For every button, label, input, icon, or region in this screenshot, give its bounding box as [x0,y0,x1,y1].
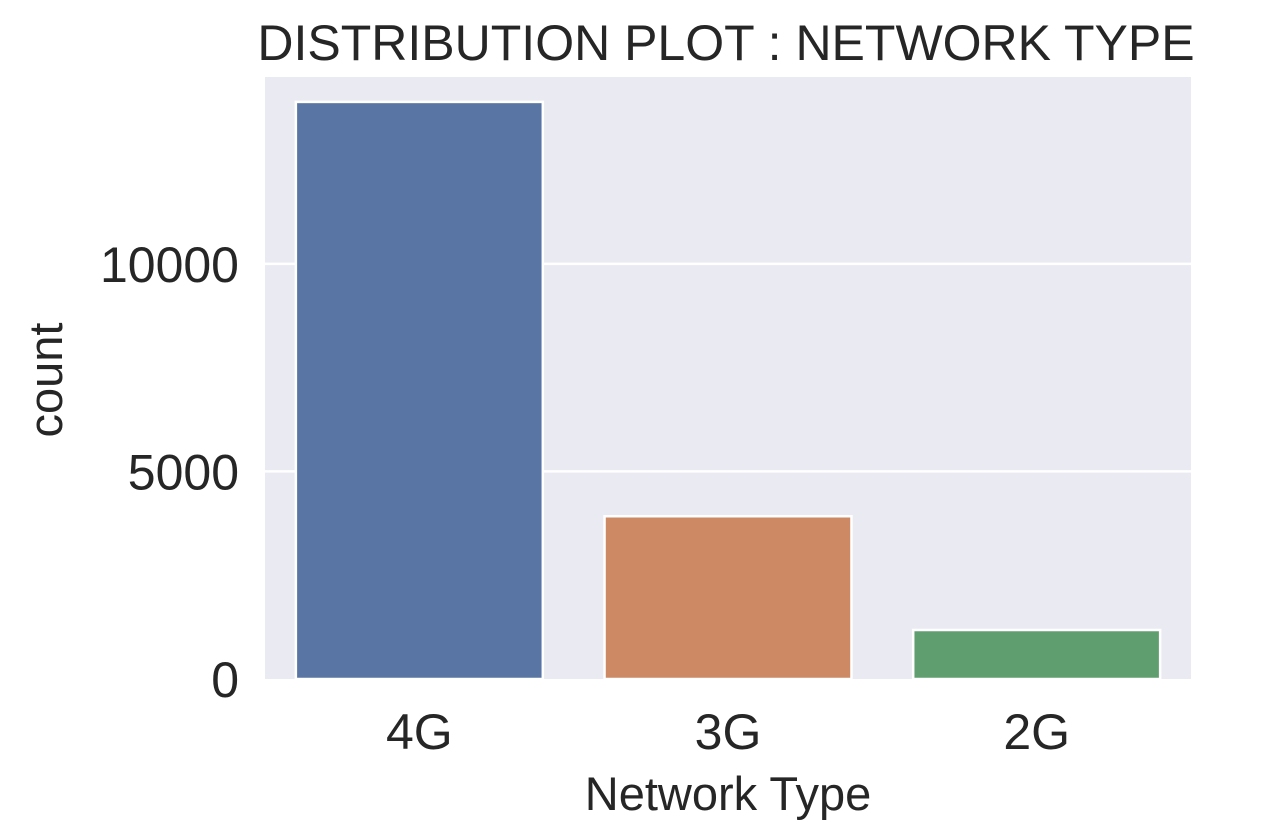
y-tick-label: 5000 [128,444,239,500]
y-axis-label: count [19,323,72,438]
x-tick-label: 4G [386,704,453,760]
bar-4g [294,100,545,681]
plot-area [265,77,1191,681]
bar-2g [911,628,1162,681]
y-tick-label: 10000 [100,237,239,293]
x-axis-label: Network Type [585,767,871,820]
x-tick-label: 2G [1003,704,1070,760]
y-tick-label: 0 [211,652,239,708]
x-tick-label: 3G [695,704,762,760]
x-axis-ticks: 4G 3G 2G [386,704,1070,760]
chart-title: DISTRIBUTION PLOT : NETWORK TYPE [257,15,1194,71]
bar-3g [603,515,853,681]
bars [294,100,1162,681]
y-axis-ticks: 0 5000 10000 [100,237,239,708]
